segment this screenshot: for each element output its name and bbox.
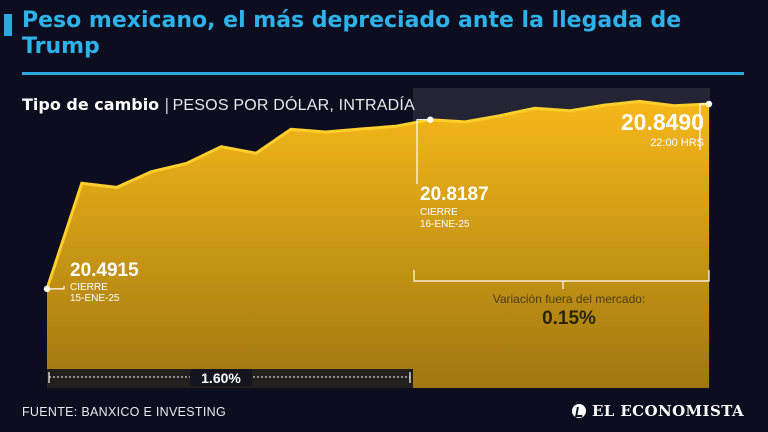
subtitle-bold: Tipo de cambio bbox=[22, 95, 160, 114]
offhours-label: Variación fuera del mercado: bbox=[493, 292, 646, 306]
mid-point-dot bbox=[427, 116, 434, 123]
publisher-logo: EL ECONOMISTA bbox=[571, 402, 744, 420]
end-annotation: 20.8490 22:00 HRS bbox=[621, 109, 704, 149]
start-annotation: 20.4915 CIERRE 15-ENE-25 bbox=[70, 260, 139, 304]
start-point-dot bbox=[43, 285, 51, 293]
page-title: Peso mexicano, el más depreciado ante la… bbox=[22, 8, 682, 59]
subtitle-unit: PESOS POR DÓLAR, INTRADÍA bbox=[172, 97, 415, 114]
mid-close-label: CIERRE bbox=[420, 207, 458, 218]
series-line bbox=[45, 99, 710, 290]
mid-point-leader bbox=[416, 119, 431, 184]
title-accent-bar bbox=[4, 14, 12, 36]
offhours-bracket bbox=[413, 270, 710, 289]
mid-annotation: 20.8187 CIERRE 16-ENE-25 bbox=[420, 184, 489, 230]
end-point-dot bbox=[705, 100, 713, 108]
area-layer bbox=[47, 101, 709, 389]
logo-text: EL ECONOMISTA bbox=[591, 402, 744, 420]
subtitle-separator: | bbox=[164, 95, 170, 114]
series-area-shade bbox=[47, 101, 709, 389]
mid-value-label: 20.8187 bbox=[420, 184, 489, 205]
source-note: FUENTE: BANXICO E INVESTING bbox=[22, 405, 226, 419]
end-time-label: 22:00 HRS bbox=[650, 137, 704, 149]
start-value-label: 20.4915 bbox=[70, 260, 139, 281]
session-change-pill bbox=[190, 369, 252, 386]
mid-date-label: 16-ENE-25 bbox=[420, 219, 470, 230]
end-value-label: 20.8490 bbox=[621, 109, 704, 135]
start-close-label: CIERRE bbox=[70, 282, 108, 293]
logo-mark-icon bbox=[571, 404, 586, 418]
start-date-label: 15-ENE-25 bbox=[70, 293, 120, 304]
marks-layer bbox=[43, 99, 713, 293]
chart-subtitle: Tipo de cambio | PESOS POR DÓLAR, INTRADÍA bbox=[22, 95, 415, 115]
session-change-value: 1.60% bbox=[201, 370, 241, 386]
offhours-value: 0.15% bbox=[542, 308, 596, 329]
start-point-leader bbox=[47, 286, 65, 290]
title-divider bbox=[22, 72, 744, 75]
